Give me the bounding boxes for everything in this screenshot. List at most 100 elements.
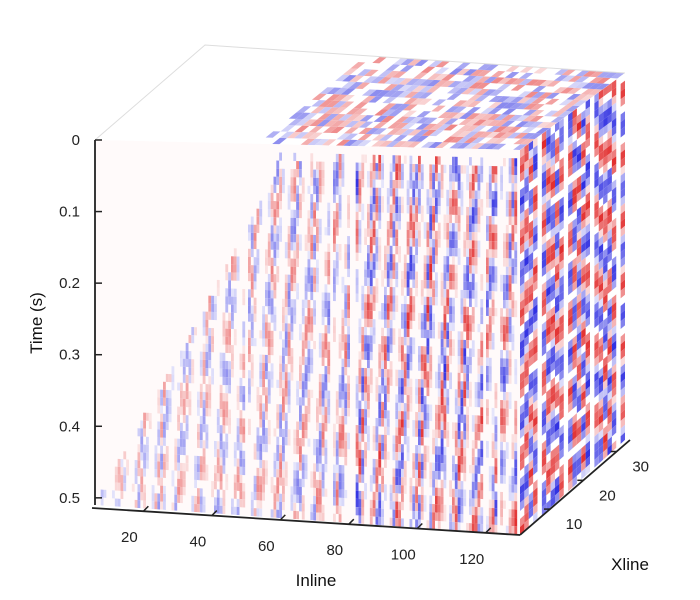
front-trace-cell bbox=[474, 423, 478, 433]
side-trace-cell bbox=[559, 479, 564, 492]
front-trace-cell bbox=[307, 389, 311, 398]
side-trace-cell bbox=[594, 332, 599, 344]
front-trace-cell bbox=[420, 313, 424, 322]
front-trace-cell bbox=[491, 332, 495, 342]
front-trace-cell bbox=[420, 494, 424, 504]
front-trace-cell bbox=[503, 383, 506, 392]
front-trace-cell bbox=[222, 449, 226, 458]
side-trace-cell bbox=[541, 328, 547, 341]
front-trace-cell bbox=[372, 269, 376, 279]
front-trace-cell bbox=[418, 155, 421, 165]
front-trace-cell bbox=[446, 363, 450, 373]
top-trace-cell bbox=[391, 77, 406, 85]
front-trace-cell bbox=[321, 398, 325, 407]
side-trace-cell bbox=[555, 270, 560, 283]
top-trace-cell bbox=[404, 85, 420, 92]
front-trace-cell bbox=[219, 505, 223, 514]
front-trace-cell bbox=[403, 427, 407, 437]
side-trace-cell bbox=[594, 185, 599, 197]
front-trace-cell bbox=[409, 254, 413, 264]
front-trace-cell bbox=[225, 368, 229, 378]
side-trace-cell bbox=[550, 171, 555, 183]
front-trace-cell bbox=[239, 474, 243, 484]
front-trace-cell bbox=[216, 457, 220, 466]
front-trace-cell bbox=[392, 196, 396, 205]
front-trace-cell bbox=[253, 338, 257, 347]
top-trace-cell bbox=[463, 137, 479, 143]
front-trace-cell bbox=[486, 274, 489, 283]
front-trace-cell bbox=[324, 398, 328, 407]
side-trace-cell bbox=[550, 448, 555, 460]
side-trace-cell bbox=[568, 323, 573, 335]
front-trace-cell bbox=[372, 434, 376, 443]
front-trace-cell bbox=[313, 495, 316, 505]
front-trace-cell bbox=[358, 466, 362, 475]
side-trace-cell bbox=[598, 135, 604, 147]
front-trace-cell bbox=[386, 451, 390, 460]
side-trace-cell bbox=[524, 223, 529, 235]
front-trace-cell bbox=[202, 359, 206, 368]
front-trace-cell bbox=[137, 460, 141, 469]
front-trace-cell bbox=[265, 362, 268, 372]
front-trace-cell bbox=[471, 240, 475, 249]
front-trace-cell bbox=[401, 501, 404, 511]
side-trace-cell bbox=[576, 401, 582, 414]
front-trace-cell bbox=[231, 256, 234, 265]
top-trace-cell bbox=[561, 69, 576, 76]
front-trace-cell bbox=[463, 447, 467, 457]
front-trace-cell bbox=[256, 451, 260, 460]
top-trace-cell bbox=[321, 139, 337, 146]
front-trace-cell bbox=[358, 400, 362, 409]
front-trace-cell bbox=[279, 379, 282, 389]
side-trace-cell bbox=[611, 401, 617, 414]
front-trace-cell bbox=[185, 431, 189, 440]
front-trace-cell bbox=[367, 212, 370, 221]
front-trace-cell bbox=[454, 289, 458, 299]
front-trace-cell bbox=[321, 447, 325, 456]
front-trace-cell bbox=[299, 242, 302, 251]
front-trace-cell bbox=[250, 224, 254, 233]
front-trace-cell bbox=[270, 184, 274, 193]
side-trace-cell bbox=[611, 302, 617, 314]
front-trace-cell bbox=[409, 386, 413, 396]
front-trace-cell bbox=[293, 234, 297, 243]
front-trace-cell bbox=[242, 418, 246, 427]
side-trace-cell bbox=[528, 204, 534, 216]
front-trace-cell bbox=[511, 241, 515, 251]
front-trace-cell bbox=[216, 505, 220, 514]
front-trace-cell bbox=[406, 188, 410, 197]
front-trace-cell bbox=[327, 357, 331, 367]
side-trace-cell bbox=[611, 363, 617, 375]
top-trace-cell bbox=[492, 137, 507, 144]
front-trace-cell bbox=[412, 221, 416, 231]
side-trace-cell bbox=[546, 198, 551, 211]
front-trace-cell bbox=[256, 216, 260, 225]
side-trace-cell bbox=[520, 258, 525, 271]
front-trace-cell bbox=[216, 424, 220, 434]
side-trace-cell bbox=[598, 174, 604, 186]
front-trace-cell bbox=[508, 325, 512, 334]
front-trace-cell bbox=[420, 453, 424, 463]
front-trace-cell bbox=[307, 332, 311, 341]
front-trace-cell bbox=[233, 490, 237, 499]
side-trace-cell bbox=[576, 237, 582, 250]
front-trace-cell bbox=[429, 255, 433, 264]
front-trace-cell bbox=[420, 420, 424, 429]
front-trace-cell bbox=[276, 436, 280, 445]
front-trace-cell bbox=[236, 482, 240, 491]
front-trace-cell bbox=[338, 440, 342, 449]
front-trace-cell bbox=[446, 289, 450, 298]
front-trace-cell bbox=[494, 274, 498, 284]
front-trace-cell bbox=[165, 405, 169, 415]
side-trace-cell bbox=[576, 339, 582, 351]
front-trace-cell bbox=[316, 267, 319, 276]
front-trace-cell bbox=[174, 438, 178, 447]
front-trace-cell bbox=[202, 399, 206, 409]
side-trace-cell bbox=[524, 263, 529, 275]
front-trace-cell bbox=[293, 510, 297, 520]
front-trace-cell bbox=[219, 449, 223, 458]
top-trace-cell bbox=[520, 133, 536, 139]
top-trace-cell bbox=[529, 115, 544, 122]
front-trace-cell bbox=[386, 303, 390, 312]
front-trace-cell bbox=[259, 500, 263, 509]
